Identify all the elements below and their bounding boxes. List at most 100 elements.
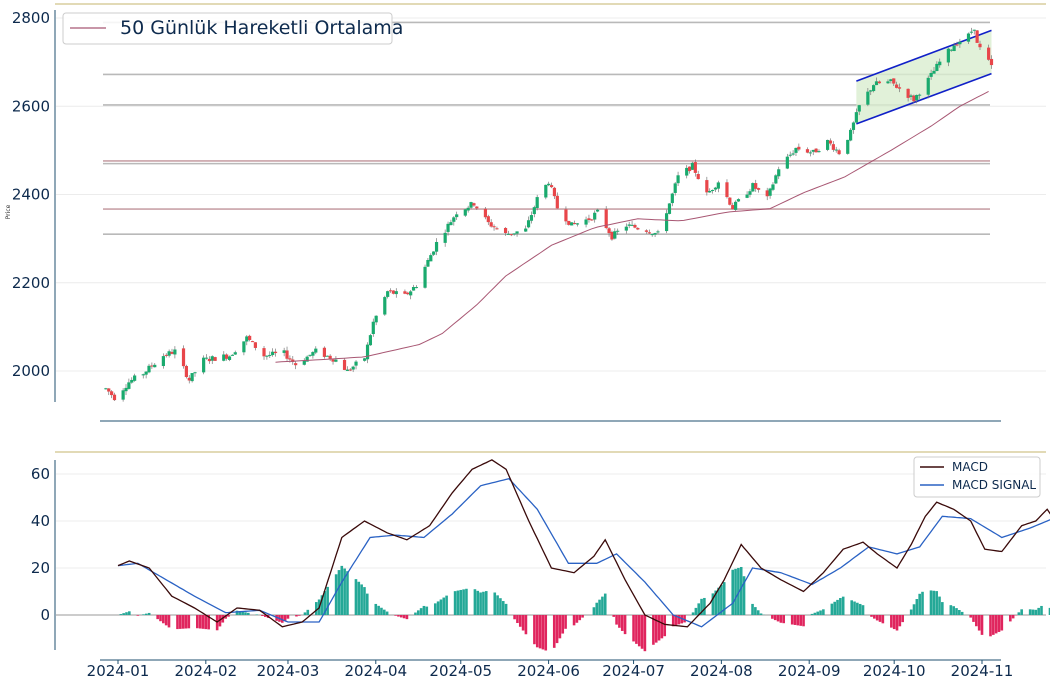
candle-up: [124, 387, 128, 392]
candle-up: [363, 358, 367, 361]
histogram-bar-negative: [632, 615, 635, 642]
candle-up: [584, 219, 588, 225]
candle-up: [432, 251, 436, 255]
candle-up: [153, 364, 157, 368]
candle-up: [849, 129, 853, 141]
histogram-bar-positive: [952, 606, 955, 615]
candle-up: [653, 233, 657, 235]
candle-up: [938, 61, 942, 66]
candle-down: [797, 146, 801, 150]
candle-down: [170, 351, 174, 354]
candle-down: [213, 357, 217, 361]
candle-up: [889, 79, 893, 82]
candle-down: [294, 363, 298, 366]
candle-up: [733, 201, 738, 210]
macd-y-tick-label: 40: [31, 512, 50, 530]
candle-down: [181, 348, 186, 367]
candle-down: [644, 230, 649, 232]
histogram-bar-positive: [493, 592, 497, 615]
candle-down: [475, 206, 479, 209]
candle-up: [133, 375, 137, 381]
histogram-bar-negative: [198, 615, 202, 629]
histogram-bar-positive: [754, 607, 757, 615]
histogram-bar-negative: [969, 615, 972, 618]
candle-down: [725, 182, 729, 198]
macd-panel: 60 40 20 0 2024-01 2024-02 2024-03 2024-04 2024-…: [31, 451, 1050, 680]
histogram-bar-positive: [442, 597, 446, 615]
candle-down: [483, 208, 488, 218]
moving-average-line: [275, 90, 989, 363]
histogram-bar-negative: [875, 615, 879, 621]
candle-up: [368, 335, 373, 346]
candle-up: [230, 354, 234, 356]
candle-up: [233, 352, 237, 355]
histogram-bar-negative: [281, 615, 284, 623]
candle-up: [869, 90, 873, 92]
histogram-bar-negative: [773, 615, 777, 621]
histogram-bar-positive: [601, 596, 604, 615]
histogram-bar-positive: [720, 584, 723, 615]
x-tick-label: 2024-08: [690, 662, 753, 680]
histogram-bar-positive: [856, 602, 859, 615]
candle-down: [877, 81, 881, 84]
histogram-bar-negative: [399, 615, 403, 618]
price-y-tick-label: 2600: [12, 97, 50, 115]
candle-up: [630, 224, 634, 226]
candle-up: [104, 388, 108, 390]
candle-up: [794, 147, 798, 153]
x-tick-label: 2024-09: [778, 662, 841, 680]
histogram-bar-negative: [181, 615, 185, 629]
candle-down: [322, 347, 327, 357]
histogram-bar-negative: [533, 615, 536, 645]
histogram-bar-positive: [598, 599, 601, 615]
histogram-bar-positive: [255, 614, 259, 615]
histogram-bar-negative: [164, 615, 168, 626]
histogram-bar-positive: [1037, 607, 1040, 615]
histogram-bar-positive: [326, 586, 329, 615]
histogram-bar-positive: [459, 589, 463, 615]
histogram-bar-negative: [623, 615, 627, 635]
histogram-bar-positive: [363, 587, 366, 615]
histogram-bar-negative: [167, 615, 171, 628]
price-y-axis-label: Price: [5, 204, 12, 219]
histogram-bar-negative: [572, 615, 576, 626]
macd-y-tick-label: 0: [40, 606, 50, 624]
price-y-tick-label: 2800: [12, 9, 50, 27]
candle-up: [127, 382, 131, 389]
histogram-bar-positive: [759, 613, 763, 615]
candle-down: [495, 228, 499, 230]
macd-y-tick-label: 20: [31, 559, 50, 577]
candle-down: [503, 227, 508, 234]
histogram-bar-negative: [544, 615, 548, 651]
histogram-bar-negative: [261, 615, 264, 616]
candle-up: [446, 223, 450, 232]
histogram-bar-negative: [555, 615, 559, 644]
histogram-bar-positive: [453, 591, 457, 615]
candle-up: [788, 154, 792, 156]
candle-up: [411, 287, 416, 291]
histogram-bar-positive: [938, 596, 941, 615]
histogram-bar-negative: [612, 615, 616, 617]
candle-up: [529, 215, 534, 221]
candle-up: [147, 365, 151, 373]
candle-up: [736, 199, 741, 202]
x-tick-label: 2024-02: [174, 662, 237, 680]
histogram-bar-negative: [397, 615, 400, 617]
candle-up: [972, 29, 976, 31]
histogram-bar-positive: [816, 611, 819, 615]
candle-up: [958, 41, 962, 45]
candle-down: [555, 195, 559, 209]
candle-down: [587, 218, 591, 220]
histogram-bar-positive: [501, 601, 505, 615]
macd-legend-label: MACD: [952, 460, 988, 474]
candle-down: [253, 342, 257, 348]
candle-down: [805, 149, 810, 153]
candle-down: [331, 359, 335, 362]
histogram-bar-positive: [592, 607, 596, 615]
candle-up: [966, 33, 971, 42]
candle-up: [202, 357, 206, 373]
candle-up: [575, 223, 580, 225]
candle-up: [952, 45, 956, 52]
histogram-bar-negative: [286, 615, 290, 619]
